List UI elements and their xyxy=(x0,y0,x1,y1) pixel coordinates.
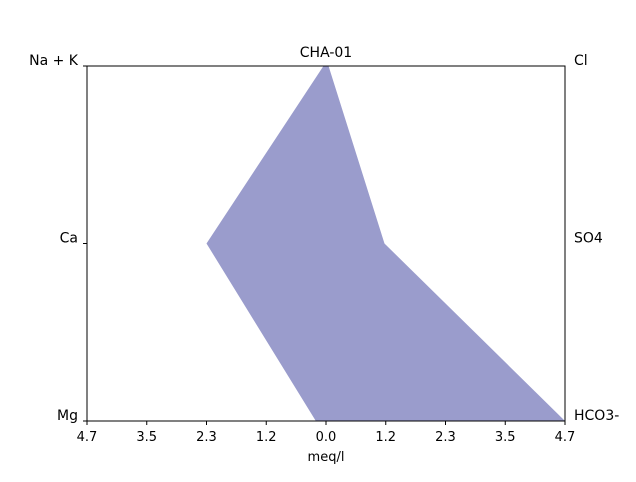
left-ion-label: Na + K xyxy=(29,53,79,69)
stiff-polygon xyxy=(206,66,565,421)
x-tick-label: 1.2 xyxy=(375,430,396,445)
x-tick-label: 1.2 xyxy=(256,430,277,445)
x-tick-label: 2.3 xyxy=(435,430,456,445)
left-ion-labels: Na + K Ca Mg xyxy=(29,53,87,424)
right-ion-label: Cl xyxy=(574,53,588,69)
x-axis-ticks: 4.7 3.5 2.3 1.2 0.0 1.2 2.3 3.5 4.7 xyxy=(77,421,576,445)
x-tick-label: 3.5 xyxy=(136,430,157,445)
x-tick-label: 4.7 xyxy=(555,430,576,445)
right-ion-label: SO4 xyxy=(574,231,603,247)
left-ion-label: Mg xyxy=(57,408,78,424)
right-ion-label: HCO3- xyxy=(574,408,619,424)
x-tick-label: 3.5 xyxy=(495,430,516,445)
x-tick-label: 2.3 xyxy=(196,430,217,445)
x-tick-label: 4.7 xyxy=(77,430,98,445)
chart-title: CHA-01 xyxy=(300,45,352,61)
left-ion-label: Ca xyxy=(60,231,78,247)
x-tick-label: 0.0 xyxy=(316,430,337,445)
right-ion-labels: Cl SO4 HCO3- xyxy=(574,53,619,424)
x-axis-label: meq/l xyxy=(308,450,345,465)
